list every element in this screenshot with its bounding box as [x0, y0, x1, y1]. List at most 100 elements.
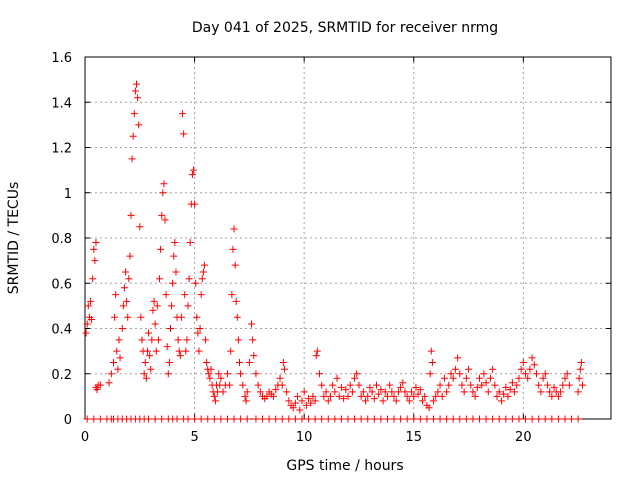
data-point — [205, 370, 213, 378]
data-point — [357, 415, 365, 423]
data-point — [541, 370, 549, 378]
data-point — [283, 388, 291, 396]
data-point — [115, 336, 123, 344]
data-point — [359, 388, 367, 396]
data-point — [337, 383, 345, 391]
data-point — [480, 370, 488, 378]
data-point — [565, 381, 573, 389]
data-point — [548, 392, 556, 400]
x-axis-label: GPS time / hours — [286, 458, 403, 474]
data-point — [129, 132, 137, 140]
data-point — [82, 329, 90, 337]
data-point — [333, 374, 341, 382]
data-point — [436, 381, 444, 389]
data-point — [194, 329, 202, 337]
data-point — [443, 415, 451, 423]
data-point — [296, 406, 304, 414]
data-point — [291, 399, 299, 407]
data-point — [259, 415, 267, 423]
data-point — [165, 358, 173, 366]
x-tick-label: 10 — [296, 430, 313, 445]
data-point — [173, 415, 181, 423]
data-point — [105, 379, 113, 387]
data-point — [153, 302, 161, 310]
data-point — [495, 415, 503, 423]
data-point — [462, 415, 470, 423]
data-point — [230, 225, 238, 233]
data-point — [357, 392, 365, 400]
data-point — [405, 397, 413, 405]
data-point — [462, 374, 470, 382]
data-point — [130, 110, 138, 118]
data-point — [133, 80, 141, 88]
data-point — [90, 245, 98, 253]
data-point — [438, 392, 446, 400]
data-point — [166, 325, 174, 332]
data-point — [364, 415, 372, 423]
data-point — [375, 390, 383, 398]
x-tick-label: 15 — [405, 430, 422, 445]
data-point — [390, 392, 398, 400]
data-point — [535, 415, 543, 423]
data-point — [183, 336, 191, 344]
data-point — [386, 381, 394, 389]
data-point — [519, 358, 527, 366]
data-point — [428, 358, 436, 366]
data-point — [120, 284, 128, 292]
data-point — [137, 313, 145, 321]
data-point — [249, 336, 257, 344]
data-point — [203, 358, 211, 366]
data-point — [145, 415, 153, 423]
data-point — [174, 336, 182, 344]
data-point — [311, 415, 319, 423]
data-point — [237, 370, 245, 378]
data-point — [425, 404, 433, 412]
data-point — [508, 379, 516, 387]
data-point — [143, 347, 151, 355]
data-point — [401, 388, 409, 396]
data-point — [312, 352, 320, 360]
data-point — [502, 415, 510, 423]
data-point — [316, 370, 324, 378]
data-point — [175, 347, 183, 355]
data-point — [416, 386, 424, 394]
data-point — [381, 388, 389, 396]
data-point — [416, 415, 424, 423]
data-point — [419, 397, 427, 405]
data-point — [126, 252, 134, 260]
data-point — [331, 415, 339, 423]
data-point — [447, 370, 455, 378]
data-point — [219, 388, 227, 396]
data-point — [204, 415, 212, 423]
data-point — [86, 297, 94, 305]
data-point — [217, 415, 225, 423]
data-point — [537, 388, 545, 396]
data-point — [241, 392, 249, 400]
data-point — [252, 370, 260, 378]
data-point — [449, 374, 457, 382]
data-point — [504, 392, 512, 400]
data-point — [135, 121, 143, 129]
data-point — [159, 189, 167, 197]
data-point — [489, 415, 497, 423]
data-point — [414, 390, 422, 398]
data-point — [412, 383, 420, 391]
data-point — [364, 392, 372, 400]
data-point — [285, 415, 293, 423]
data-point — [506, 386, 514, 394]
data-point — [408, 388, 416, 396]
data-point — [140, 370, 148, 378]
data-point — [245, 358, 253, 366]
data-point — [186, 239, 194, 247]
data-point — [348, 388, 356, 396]
data-point — [528, 354, 536, 362]
data-point — [383, 415, 391, 423]
data-point — [136, 223, 144, 231]
data-point — [372, 381, 380, 389]
data-point — [170, 252, 178, 260]
data-point — [176, 352, 184, 360]
data-point — [467, 381, 475, 389]
data-point — [156, 275, 164, 283]
data-point — [197, 415, 205, 423]
data-point — [298, 415, 306, 423]
